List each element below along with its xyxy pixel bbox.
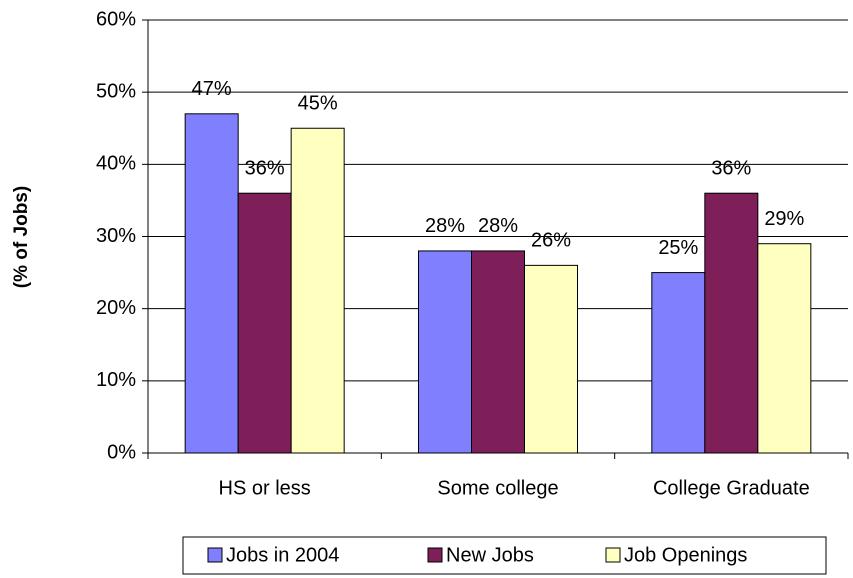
bar (651, 272, 706, 454)
legend-label: Jobs in 2004 (226, 544, 339, 566)
data-label: 36% (245, 157, 285, 179)
y-tick-label: 40% (96, 153, 136, 175)
data-label: 47% (192, 78, 232, 100)
y-axis-title: (% of Jobs) (11, 186, 32, 288)
x-tick-label: Some college (437, 477, 558, 499)
y-tick-label: 20% (96, 297, 136, 319)
y-tick-label: 30% (96, 225, 136, 247)
x-tick-label: College Graduate (653, 477, 810, 499)
data-label: 29% (764, 208, 804, 230)
legend-swatch (207, 547, 223, 563)
data-label: 28% (425, 215, 465, 237)
y-tick-label: 50% (96, 80, 136, 102)
data-label: 28% (478, 215, 518, 237)
y-tick-label: 0% (107, 441, 136, 463)
bar (757, 243, 812, 454)
legend-swatch (427, 547, 443, 563)
legend-label: New Jobs (446, 544, 534, 566)
bar (237, 192, 292, 454)
data-label: 45% (298, 93, 338, 115)
x-tick-label: HS or less (219, 477, 311, 499)
bar (524, 264, 578, 454)
bar (704, 192, 759, 454)
bar (418, 250, 472, 454)
legend-swatch (605, 547, 621, 563)
legend-box (182, 536, 827, 575)
bar (184, 113, 239, 454)
bar (290, 127, 345, 454)
data-label: 25% (658, 237, 698, 259)
bar (471, 250, 525, 454)
y-tick-label: 60% (96, 8, 136, 30)
legend-label: Job Openings (624, 544, 747, 566)
y-tick-label: 10% (96, 369, 136, 391)
data-label: 26% (531, 230, 571, 252)
data-label: 36% (711, 157, 751, 179)
